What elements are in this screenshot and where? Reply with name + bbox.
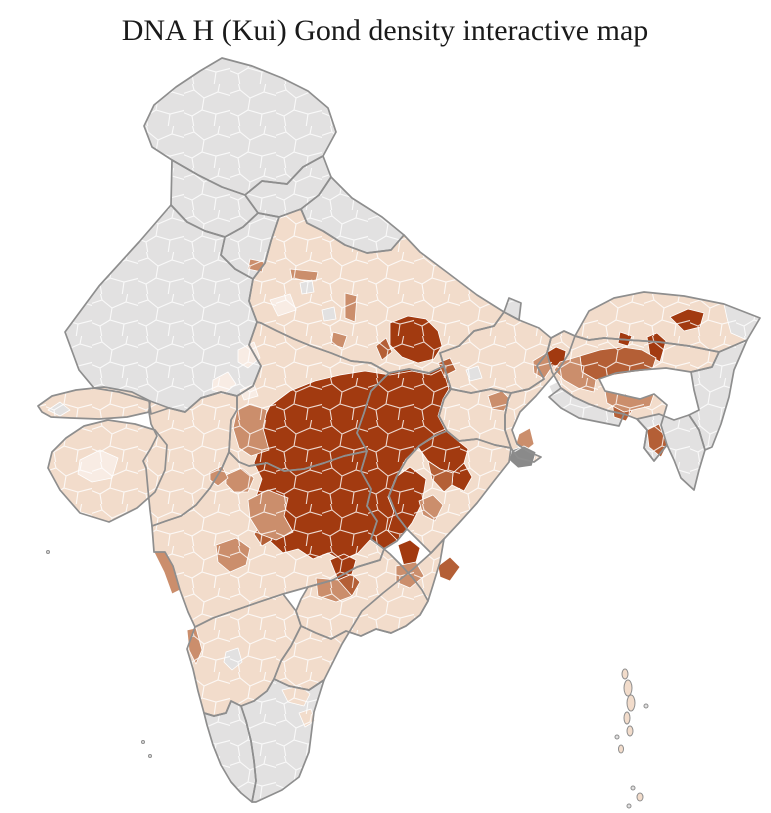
islands (46, 550, 649, 809)
page-title: DNA H (Kui) Gond density interactive map (122, 14, 649, 47)
island-andaman-1[interactable] (621, 668, 629, 680)
region-west-bengal[interactable] (504, 330, 576, 463)
island-andaman-4[interactable] (623, 711, 631, 725)
region-tamil-nadu[interactable] (240, 678, 325, 803)
region-sikkim[interactable] (503, 297, 522, 321)
island-andaman-2[interactable] (623, 679, 633, 697)
region-maharashtra[interactable] (151, 450, 385, 628)
region-meghalaya[interactable] (548, 387, 625, 427)
district-up-medium-2[interactable] (344, 292, 358, 323)
island-andaman-5[interactable] (626, 725, 634, 737)
island-dot-1 (643, 703, 649, 709)
island-dot-4 (626, 803, 632, 809)
region-kathiawar[interactable] (47, 419, 168, 523)
district-telangana-dark[interactable] (397, 539, 421, 567)
island-dot-3 (630, 785, 636, 791)
district-up-gray-2[interactable] (321, 306, 337, 322)
island-dot-6 (141, 740, 145, 744)
region-nagaland-manipur[interactable] (688, 339, 748, 451)
island-nicobar-2[interactable] (636, 792, 644, 802)
district-vizag-high[interactable] (437, 556, 461, 582)
island-nicobar-1[interactable] (618, 744, 624, 754)
region-tripura-mizoram[interactable] (636, 413, 706, 491)
island-dot-5 (46, 550, 50, 554)
state-borders (37, 57, 761, 803)
island-andaman-3[interactable] (626, 694, 636, 712)
island-dot-2 (614, 734, 620, 740)
island-dot-7 (148, 754, 152, 758)
district-sundarbans-delta (508, 445, 537, 469)
district-up-gray-1[interactable] (299, 279, 315, 295)
